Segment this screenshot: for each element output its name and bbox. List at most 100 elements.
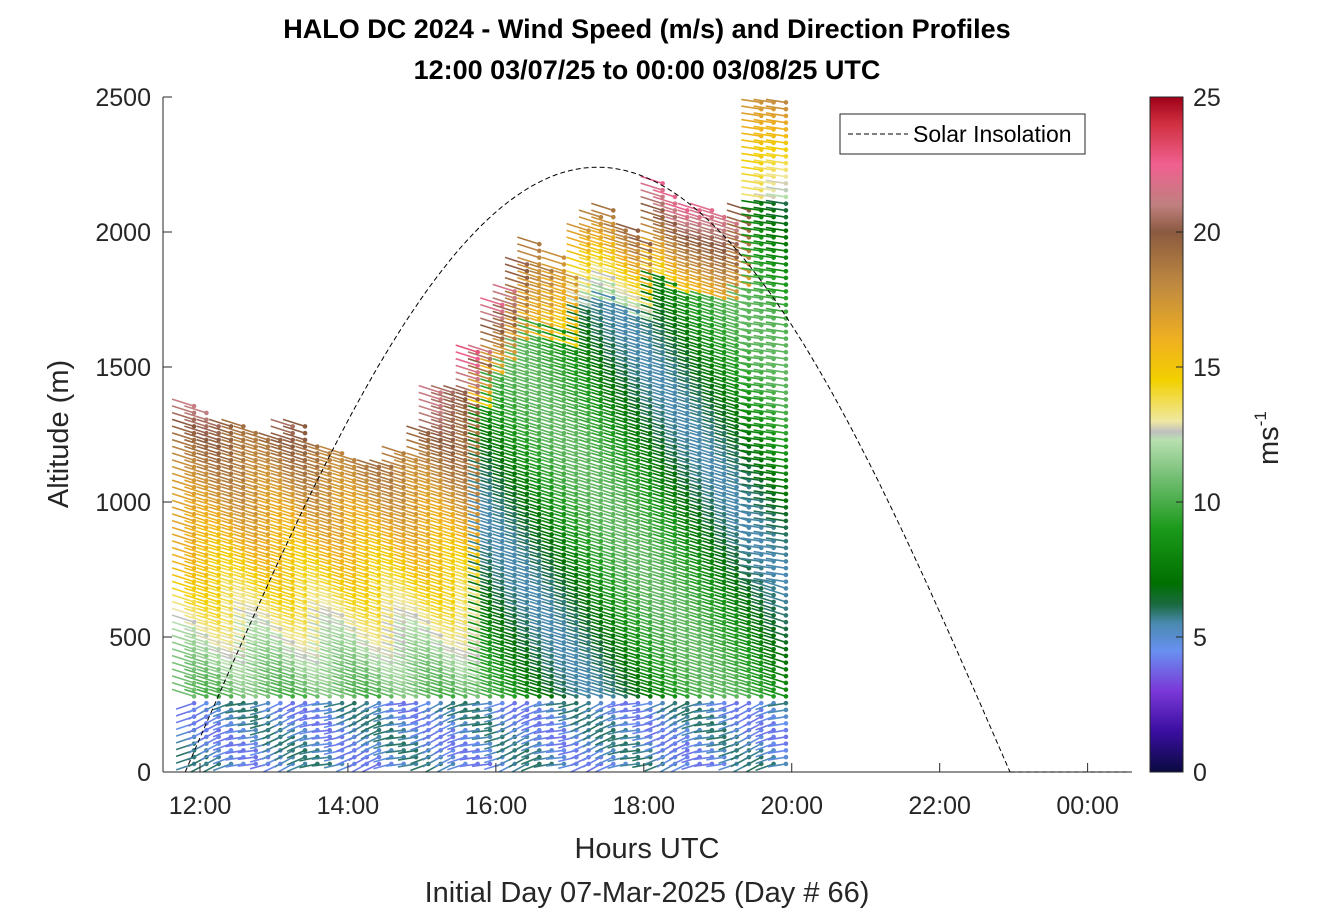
- wind-barb-shaft: [245, 513, 269, 522]
- wind-barb-shaft: [299, 742, 318, 749]
- wind-barb-dot: [487, 694, 493, 699]
- wind-barb-shaft: [184, 546, 207, 556]
- wind-barb-shaft: [311, 749, 330, 754]
- wind-barb-shaft: [258, 452, 281, 461]
- wind-barb-shaft: [184, 607, 207, 617]
- wind-barb-dot: [376, 700, 382, 706]
- wind-barb-shaft: [245, 594, 269, 603]
- wind-barb-dot: [241, 680, 246, 686]
- wind-barb-shaft: [233, 621, 256, 630]
- wind-barb-dot: [660, 694, 665, 699]
- wind-barb-dot: [191, 619, 197, 625]
- wind-barb-shaft: [286, 763, 306, 772]
- wind-barb-shaft: [319, 567, 343, 576]
- wind-barb-dot: [611, 734, 616, 740]
- wind-barb-shaft: [307, 560, 330, 569]
- wind-barb-shaft: [171, 438, 195, 448]
- wind-barb-shaft: [295, 438, 318, 448]
- wind-barb-dot: [302, 599, 308, 605]
- wind-barb-dot: [253, 538, 259, 544]
- wind-barb-dot: [241, 491, 246, 497]
- wind-barb-dot: [253, 484, 259, 490]
- wind-barb-shaft: [208, 425, 232, 434]
- wind-barb-shaft: [311, 702, 330, 706]
- wind-barb-dot: [315, 619, 320, 625]
- wind-barb-shaft: [171, 540, 195, 549]
- wind-barb-shaft: [200, 702, 220, 714]
- wind-barb-dot: [228, 464, 234, 470]
- wind-barb-shaft: [171, 614, 195, 623]
- wind-barb-shaft: [184, 513, 207, 522]
- wind-barb-dot: [216, 660, 222, 665]
- wind-barb-dot: [241, 451, 246, 456]
- wind-barb-dot: [290, 599, 296, 605]
- wind-barb-shaft: [295, 526, 318, 536]
- wind-barb-shaft: [184, 553, 207, 563]
- wind-barb-dot: [327, 606, 333, 611]
- wind-barb-dot: [302, 424, 308, 429]
- wind-barb-dot: [302, 714, 308, 719]
- wind-barb-dot: [660, 700, 665, 706]
- wind-barb-dot: [401, 694, 406, 699]
- wind-barb-shaft: [258, 600, 281, 610]
- wind-barb-dot: [265, 599, 271, 605]
- wind-barb-dot: [265, 653, 271, 659]
- wind-barb-shaft: [307, 641, 330, 650]
- wind-barb-dot: [228, 430, 234, 436]
- wind-barb-shaft: [307, 621, 330, 630]
- wind-barb-shaft: [221, 675, 244, 684]
- wind-barb-shaft: [208, 465, 232, 475]
- wind-barb-shaft: [270, 641, 293, 650]
- wind-barb-dot: [648, 694, 653, 699]
- wind-barb-shaft: [212, 749, 232, 758]
- wind-barb-dot: [339, 626, 345, 632]
- wind-barb-dot: [290, 565, 296, 571]
- wind-barb-shaft: [295, 688, 318, 698]
- wind-barb-dot: [191, 484, 197, 490]
- wind-barb-dot: [241, 498, 246, 503]
- wind-barb-shaft: [184, 438, 207, 448]
- wind-barb-shaft: [221, 648, 244, 657]
- wind-barb-shaft: [233, 486, 256, 495]
- wind-barb-shaft: [258, 594, 281, 603]
- wind-barb-dot: [339, 599, 345, 605]
- wind-barb-shaft: [295, 573, 318, 583]
- wind-barb-dot: [253, 700, 259, 706]
- wind-barb-shaft: [282, 465, 306, 475]
- wind-barb-dot: [204, 586, 209, 591]
- wind-barb-shaft: [200, 729, 220, 741]
- wind-barb-dot: [216, 498, 222, 503]
- wind-barb-dot: [290, 451, 296, 456]
- wind-barb-dot: [598, 700, 604, 706]
- wind-barb-dot: [278, 478, 283, 483]
- wind-barb-dot: [191, 498, 197, 503]
- wind-barb-dot: [315, 451, 320, 456]
- wind-barb-dot: [302, 606, 308, 611]
- wind-barb-shaft: [212, 763, 232, 772]
- wind-barb-dot: [191, 525, 197, 530]
- wind-barb-shaft: [319, 594, 343, 603]
- wind-barb-dot: [265, 559, 271, 564]
- wind-barb-dot: [290, 633, 296, 638]
- wind-barb-shaft: [233, 661, 256, 671]
- wind-barb-shaft: [282, 621, 306, 630]
- wind-barb-shaft: [196, 499, 219, 509]
- wind-barb-shaft: [200, 749, 220, 761]
- wind-barb-dot: [191, 518, 197, 524]
- wind-barb-shaft: [184, 648, 207, 657]
- wind-barb-dot: [228, 511, 234, 517]
- wind-barb-shaft: [319, 459, 343, 468]
- wind-barb-dot: [290, 559, 296, 564]
- wind-barb-dot: [278, 518, 283, 524]
- wind-barb-shaft: [323, 702, 343, 708]
- wind-barb-shaft: [208, 438, 232, 448]
- wind-barb-shaft: [299, 715, 318, 722]
- wind-barb-shaft: [171, 472, 195, 482]
- wind-barb-shaft: [184, 661, 207, 671]
- wind-barb-shaft: [208, 472, 232, 482]
- wind-barb-shaft: [184, 681, 207, 691]
- wind-barb-dot: [327, 518, 333, 524]
- wind-barb-dot: [204, 457, 209, 463]
- wind-barb-dot: [253, 505, 259, 510]
- wind-barb-shaft: [282, 634, 306, 644]
